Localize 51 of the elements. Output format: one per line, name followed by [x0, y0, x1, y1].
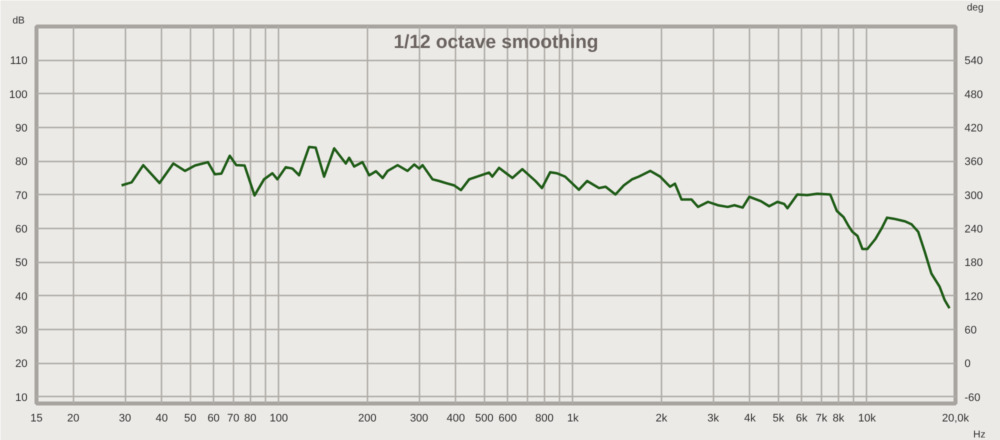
- y-tick-label: 100: [9, 88, 28, 101]
- y2-tick-label: 300: [964, 190, 983, 202]
- y-tick-label: 90: [15, 122, 28, 134]
- x-tick-label: 600: [498, 412, 517, 424]
- y2-axis-title: deg: [966, 2, 984, 14]
- x-tick-label: 200: [358, 412, 377, 424]
- x-tick-label: 7k: [816, 412, 828, 424]
- x-tick-label: 5k: [772, 412, 785, 424]
- y-tick-label: 110: [10, 55, 28, 68]
- y-tick-label: 70: [15, 190, 28, 202]
- x-tick-label: 40: [156, 412, 168, 424]
- x-tick-label: 6k: [796, 412, 808, 424]
- y2-tick-label: 60: [964, 324, 977, 336]
- x-tick-label: 20: [67, 412, 80, 424]
- x-tick-label: 800: [535, 412, 554, 424]
- y2-tick-label: 360: [964, 156, 983, 168]
- y-tick-label: 30: [15, 324, 28, 336]
- x-tick-label: 1k: [567, 412, 580, 424]
- y2-tick-label: 480: [964, 88, 983, 101]
- y2-tick-label: 0: [964, 358, 971, 370]
- y-tick-label: 10: [15, 392, 28, 404]
- x-tick-label: 300: [410, 412, 428, 424]
- x-tick-label: 2k: [656, 412, 668, 424]
- y2-tick-label: 180: [964, 257, 983, 270]
- y-axis-title: dB: [12, 16, 26, 26]
- chart-title: 1/12 octave smoothing: [394, 32, 598, 53]
- x-tick-label: 500: [475, 412, 494, 424]
- x-axis-title: Hz: [973, 430, 986, 440]
- y2-tick-label: 540: [964, 55, 983, 68]
- y-tick-label: 20: [15, 358, 28, 370]
- y2-tick-label: -60: [964, 392, 980, 404]
- x-tick-label: 10k: [858, 412, 876, 424]
- x-tick-label: 15: [30, 412, 43, 424]
- x-tick-label: 30: [118, 412, 132, 424]
- x-tick-label: 80: [244, 412, 256, 424]
- x-tick-label: 50: [184, 412, 196, 424]
- y-tick-label: 50: [15, 257, 28, 270]
- x-tick-label: 70: [227, 412, 240, 424]
- y2-tick-label: 120: [964, 290, 983, 303]
- x-tick-label: 3k: [707, 412, 720, 424]
- x-tick-label: 4k: [744, 412, 756, 424]
- x-tick-label: 100: [270, 412, 288, 424]
- x-tick-label: 60: [207, 412, 220, 424]
- y2-tick-label: 240: [964, 223, 983, 236]
- x-tick-label: 20,0k: [942, 412, 970, 424]
- x-tick-label: 8k: [832, 412, 845, 424]
- y2-tick-label: 420: [964, 122, 983, 134]
- y-tick-label: 80: [15, 156, 28, 168]
- x-tick-label: 400: [446, 412, 466, 424]
- y-tick-label: 60: [15, 223, 28, 236]
- y-tick-label: 40: [15, 290, 28, 303]
